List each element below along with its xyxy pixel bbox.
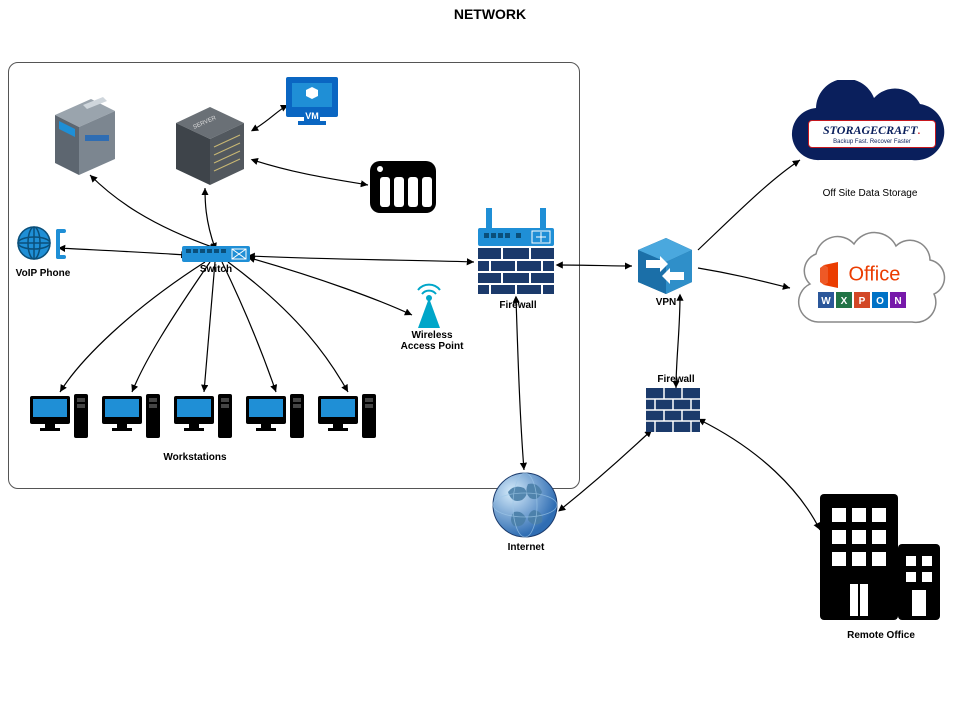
internet-icon <box>490 470 560 545</box>
diagram-canvas: { "canvas": { "width": 960, "height": 70… <box>0 0 960 703</box>
cloud-storage-icon: STORAGECRAFT. Backup Fast. Recover Faste… <box>780 80 950 190</box>
cloud-office-icon: Office W X P O N <box>784 218 958 357</box>
offsite-label: Off Site Data Storage <box>810 188 930 199</box>
internet-label: Internet <box>502 542 550 553</box>
firewall2-icon <box>646 388 700 437</box>
firewall-icon <box>472 208 560 305</box>
wap-label: WirelessAccess Point <box>396 330 468 352</box>
firewall-label: Firewall <box>494 300 542 311</box>
voip-icon <box>16 225 70 272</box>
vpn-label: VPN <box>648 297 684 308</box>
switch-label: Switch <box>192 264 240 275</box>
vm-icon: VM <box>284 75 340 136</box>
vpn-icon <box>632 236 698 301</box>
server-icon: SERVER <box>164 95 254 195</box>
remote-office-icon <box>816 490 944 631</box>
workstations-row <box>30 392 410 457</box>
nas-icon <box>368 155 438 222</box>
remote-office-label: Remote Office <box>836 630 926 641</box>
office-app-tiles: W X P O N <box>818 292 928 315</box>
storagecraft-card: STORAGECRAFT. Backup Fast. Recover Faste… <box>808 120 936 148</box>
svg-text:X: X <box>841 296 848 307</box>
svg-text:O: O <box>876 296 884 307</box>
svg-text:W: W <box>821 296 831 307</box>
firewall2-label: Firewall <box>652 374 700 385</box>
workstations-label: Workstations <box>150 452 240 463</box>
svg-text:P: P <box>859 296 866 307</box>
diagram-title: NETWORK <box>430 6 550 22</box>
voip-label: VoIP Phone <box>10 268 76 279</box>
office-logo: Office <box>818 262 928 288</box>
printer-icon <box>45 85 123 185</box>
svg-text:N: N <box>894 296 901 307</box>
wap-icon <box>410 280 448 335</box>
